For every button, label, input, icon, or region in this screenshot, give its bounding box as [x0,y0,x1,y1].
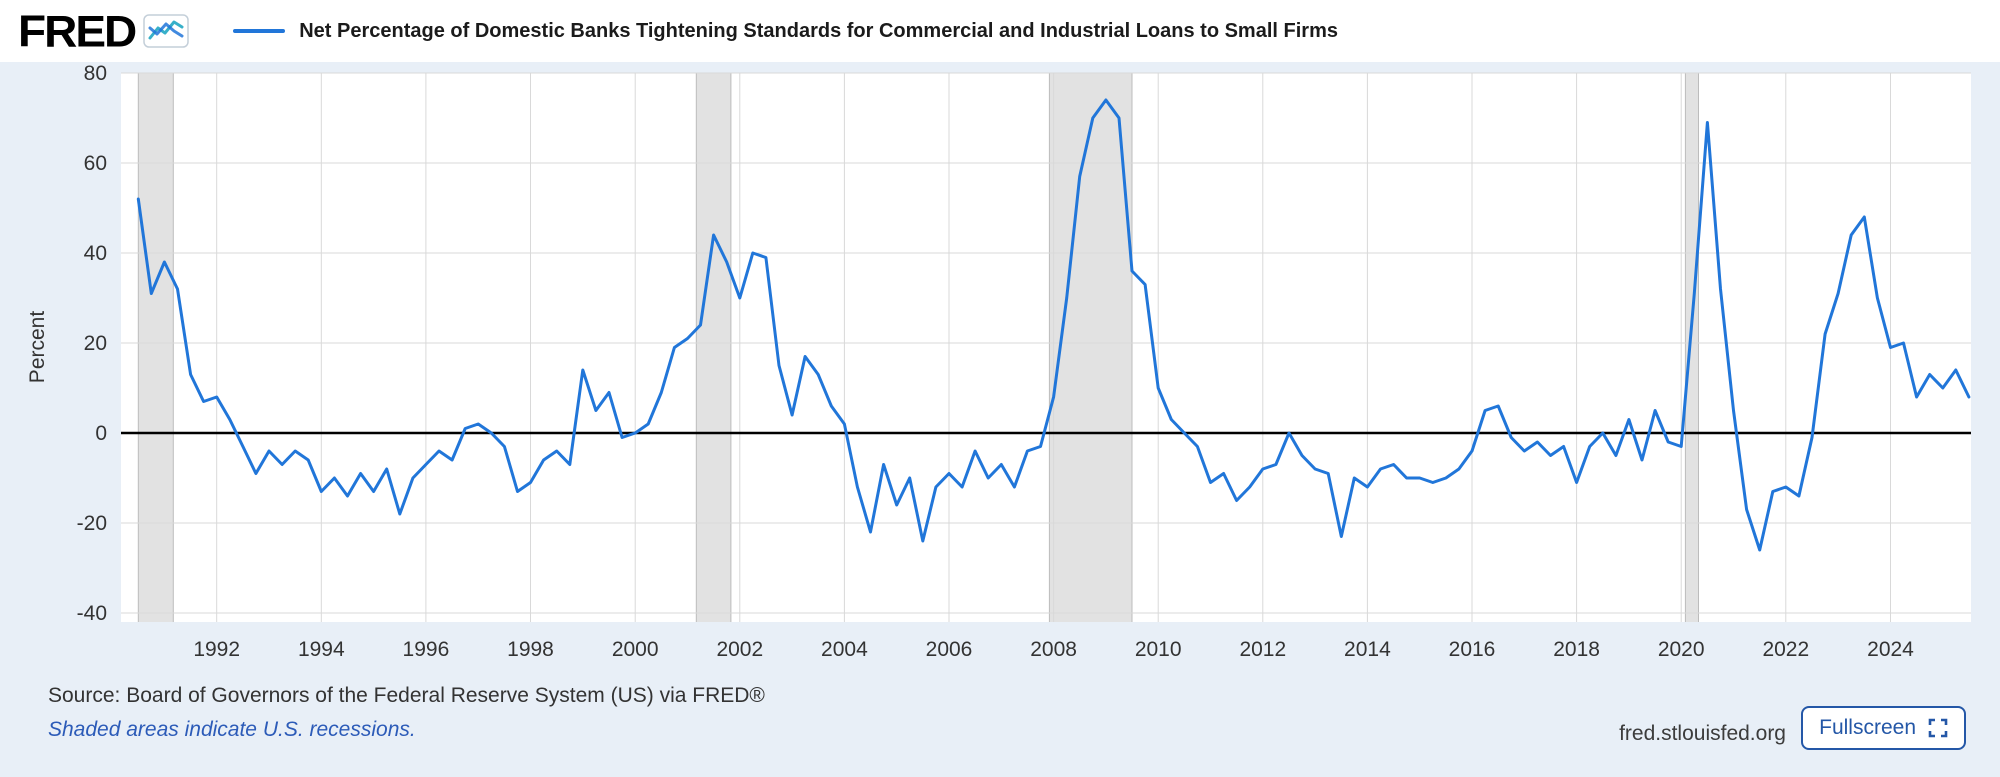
recession-band [138,73,174,622]
header-bar: FRED Net Percentage of Domestic Banks Ti… [0,0,2000,62]
source-text: Source: Board of Governors of the Federa… [48,684,765,707]
y-tick-label: 60 [84,152,107,175]
recession-band [1685,73,1699,622]
legend-line-swatch [233,29,286,33]
y-tick-label: 20 [84,332,107,355]
plot-area [121,73,1971,622]
site-url: fred.stlouisfed.org [1619,722,1786,745]
x-tick-label: 2014 [1344,638,1391,661]
x-tick-label: 2002 [716,638,763,661]
y-tick-label: 40 [84,242,107,265]
fred-logo-text: FRED [18,6,137,56]
fullscreen-icon [1928,718,1948,738]
x-tick-label: 2012 [1239,638,1286,661]
y-tick-label: 80 [84,62,107,85]
recession-band [696,73,731,622]
x-tick-label: 2010 [1135,638,1182,661]
recession-band [1049,73,1132,622]
x-tick-label: 1994 [298,638,345,661]
x-tick-label: 2000 [612,638,659,661]
y-tick-label: 0 [95,422,107,445]
fred-logo-chart-icon [143,14,189,48]
fullscreen-button[interactable]: Fullscreen [1801,706,1966,750]
fred-logo[interactable]: FRED [18,8,189,54]
x-tick-label: 2006 [926,638,973,661]
fullscreen-button-label: Fullscreen [1819,716,1916,739]
x-tick-label: 2022 [1762,638,1809,661]
x-tick-label: 2024 [1867,638,1914,661]
x-tick-label: 2004 [821,638,868,661]
y-tick-label: -40 [77,602,107,625]
x-tick-label: 2018 [1553,638,1600,661]
series-legend: Net Percentage of Domestic Banks Tighten… [233,20,1338,43]
data-line [136,98,1971,552]
y-axis-title: Percent [26,310,49,384]
legend-label: Net Percentage of Domestic Banks Tighten… [299,19,1338,42]
x-tick-label: 2020 [1658,638,1705,661]
y-tick-label: -20 [77,512,107,535]
x-tick-label: 2016 [1449,638,1496,661]
x-tick-label: 2008 [1030,638,1077,661]
recession-note-link[interactable]: Shaded areas indicate U.S. recessions. [48,718,416,741]
x-tick-label: 1998 [507,638,554,661]
x-tick-label: 1996 [403,638,450,661]
x-tick-label: 1992 [193,638,240,661]
